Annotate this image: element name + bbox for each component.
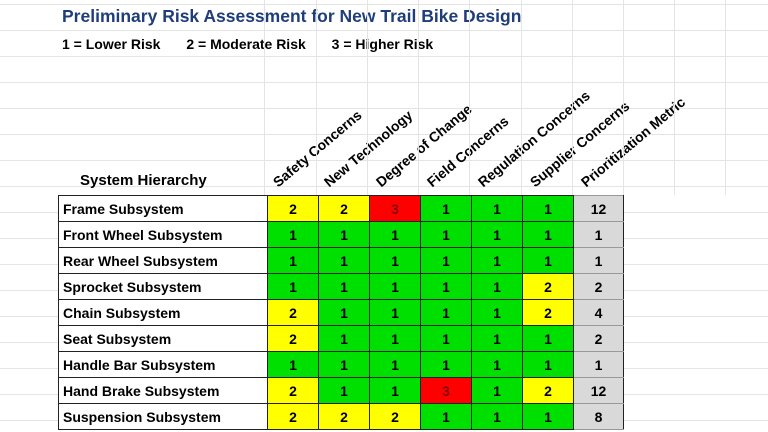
- risk-cell[interactable]: 1: [522, 195, 574, 222]
- risk-cell[interactable]: 1: [471, 403, 523, 430]
- risk-cell[interactable]: 1: [420, 247, 472, 274]
- risk-table: Frame Subsystem 2 2 3 1 1 1 12 Front Wheel Subsy…: [58, 195, 624, 430]
- risk-cell[interactable]: 1: [318, 299, 370, 326]
- risk-cell[interactable]: 1: [522, 351, 574, 378]
- risk-cell[interactable]: 1: [471, 273, 523, 300]
- risk-cell[interactable]: 1: [318, 377, 370, 404]
- subsystem-name[interactable]: Sprocket Subsystem: [58, 273, 268, 300]
- gridline: [469, 0, 470, 195]
- risk-cell[interactable]: 1: [318, 351, 370, 378]
- risk-cell[interactable]: 1: [471, 325, 523, 352]
- risk-cell[interactable]: 1: [318, 273, 370, 300]
- gridline: [623, 0, 624, 195]
- risk-cell[interactable]: 2: [318, 403, 370, 430]
- metric-cell[interactable]: 1: [573, 221, 624, 248]
- risk-cell[interactable]: 1: [420, 195, 472, 222]
- risk-cell[interactable]: 3: [420, 377, 472, 404]
- risk-cell[interactable]: 1: [471, 247, 523, 274]
- gridline: [572, 0, 573, 195]
- table-row: Rear Wheel Subsystem 1 1 1 1 1 1 1: [58, 247, 624, 274]
- metric-cell[interactable]: 1: [573, 351, 624, 378]
- risk-cell[interactable]: 1: [369, 273, 421, 300]
- risk-cell[interactable]: 1: [318, 325, 370, 352]
- risk-cell[interactable]: 1: [522, 403, 574, 430]
- risk-cell[interactable]: 2: [267, 377, 319, 404]
- row-header: System Hierarchy: [80, 172, 207, 189]
- risk-cell[interactable]: 1: [420, 351, 472, 378]
- gridline: [316, 0, 317, 195]
- risk-cell[interactable]: 2: [267, 195, 319, 222]
- risk-cell[interactable]: 2: [267, 403, 319, 430]
- risk-cell[interactable]: 2: [267, 299, 319, 326]
- gridline: [367, 0, 368, 195]
- legend-item: 1 = Lower Risk: [62, 36, 161, 52]
- table-row: Handle Bar Subsystem 1 1 1 1 1 1 1: [58, 351, 624, 378]
- risk-cell[interactable]: 1: [369, 377, 421, 404]
- risk-cell[interactable]: 2: [369, 403, 421, 430]
- metric-cell[interactable]: 12: [573, 195, 624, 222]
- risk-cell[interactable]: 1: [369, 247, 421, 274]
- table-row: Hand Brake Subsystem 2 1 1 3 1 2 12: [58, 377, 624, 404]
- subsystem-name[interactable]: Seat Subsystem: [58, 325, 268, 352]
- risk-legend: 1 = Lower Risk 2 = Moderate Risk 3 = Hig…: [62, 36, 455, 52]
- risk-cell[interactable]: 1: [369, 351, 421, 378]
- risk-cell[interactable]: 1: [318, 247, 370, 274]
- metric-cell[interactable]: 1: [573, 247, 624, 274]
- risk-cell[interactable]: 2: [318, 195, 370, 222]
- gridline: [674, 0, 675, 195]
- risk-cell[interactable]: 2: [522, 299, 574, 326]
- metric-cell[interactable]: 4: [573, 299, 624, 326]
- risk-cell[interactable]: 1: [267, 247, 319, 274]
- metric-cell[interactable]: 8: [573, 403, 624, 430]
- risk-cell[interactable]: 1: [420, 299, 472, 326]
- subsystem-name[interactable]: Handle Bar Subsystem: [58, 351, 268, 378]
- gridline: [725, 0, 726, 195]
- risk-cell[interactable]: 1: [267, 221, 319, 248]
- risk-cell[interactable]: 1: [471, 351, 523, 378]
- metric-cell[interactable]: 2: [573, 273, 624, 300]
- subsystem-name[interactable]: Rear Wheel Subsystem: [58, 247, 268, 274]
- gridline: [264, 0, 265, 195]
- table-row: Suspension Subsystem 2 2 2 1 1 1 8: [58, 403, 624, 430]
- table-row: Front Wheel Subsystem 1 1 1 1 1 1 1: [58, 221, 624, 248]
- risk-cell[interactable]: 1: [267, 273, 319, 300]
- risk-cell[interactable]: 2: [522, 273, 574, 300]
- subsystem-name[interactable]: Front Wheel Subsystem: [58, 221, 268, 248]
- risk-cell[interactable]: 3: [369, 195, 421, 222]
- metric-cell[interactable]: 2: [573, 325, 624, 352]
- risk-cell[interactable]: 1: [267, 351, 319, 378]
- risk-cell[interactable]: 1: [420, 403, 472, 430]
- gridline: [418, 0, 419, 195]
- subsystem-name[interactable]: Hand Brake Subsystem: [58, 377, 268, 404]
- risk-cell[interactable]: 1: [369, 221, 421, 248]
- table-row: Seat Subsystem 2 1 1 1 1 1 2: [58, 325, 624, 352]
- risk-cell[interactable]: 1: [420, 325, 472, 352]
- metric-cell[interactable]: 12: [573, 377, 624, 404]
- risk-cell[interactable]: 1: [522, 247, 574, 274]
- legend-item: 3 = Higher Risk: [331, 36, 434, 52]
- risk-cell[interactable]: 1: [471, 195, 523, 222]
- risk-cell[interactable]: 1: [420, 273, 472, 300]
- sheet-title: Preliminary Risk Assessment for New Trai…: [62, 6, 522, 26]
- risk-cell[interactable]: 1: [369, 325, 421, 352]
- risk-cell[interactable]: 2: [267, 325, 319, 352]
- subsystem-name[interactable]: Chain Subsystem: [58, 299, 268, 326]
- risk-cell[interactable]: 1: [471, 377, 523, 404]
- gridline: [521, 0, 522, 195]
- risk-cell[interactable]: 2: [522, 377, 574, 404]
- risk-cell[interactable]: 1: [471, 299, 523, 326]
- table-row: Frame Subsystem 2 2 3 1 1 1 12: [58, 195, 624, 222]
- subsystem-name[interactable]: Suspension Subsystem: [58, 403, 268, 430]
- risk-cell[interactable]: 1: [369, 299, 421, 326]
- risk-cell[interactable]: 1: [471, 221, 523, 248]
- subsystem-name[interactable]: Frame Subsystem: [58, 195, 268, 222]
- risk-cell[interactable]: 1: [420, 221, 472, 248]
- legend-item: 2 = Moderate Risk: [186, 36, 306, 52]
- table-row: Sprocket Subsystem 1 1 1 1 1 2 2: [58, 273, 624, 300]
- risk-cell[interactable]: 1: [522, 325, 574, 352]
- risk-cell[interactable]: 1: [318, 221, 370, 248]
- risk-cell[interactable]: 1: [522, 221, 574, 248]
- table-row: Chain Subsystem 2 1 1 1 1 2 4: [58, 299, 624, 326]
